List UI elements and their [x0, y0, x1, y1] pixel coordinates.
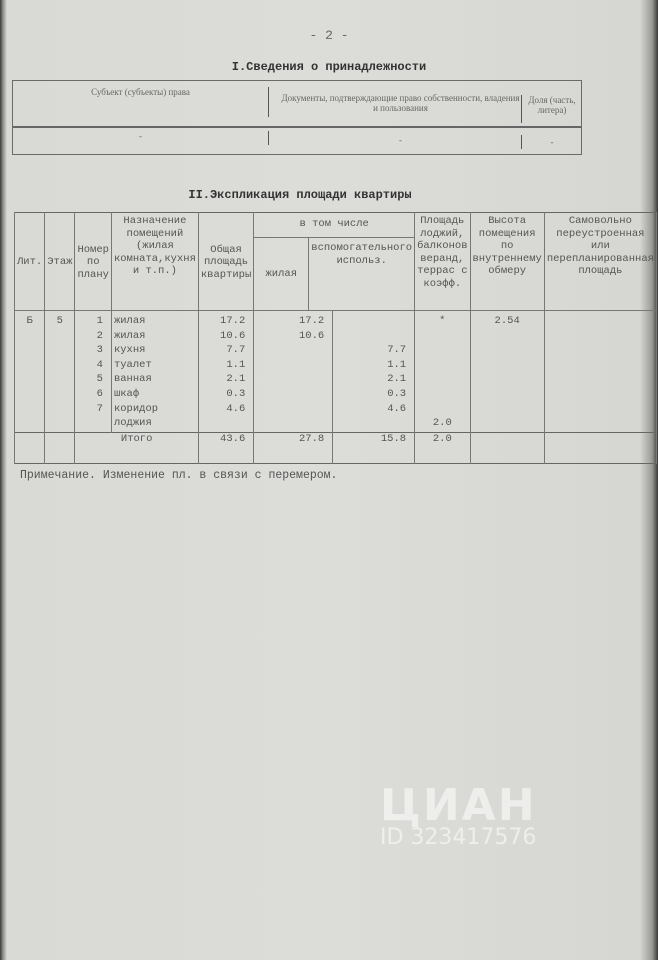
watermark-brand: ЦИАН	[380, 780, 537, 831]
header-lit: Лит.	[13, 212, 46, 311]
header-share: Доля (часть, литера)	[528, 95, 576, 115]
header-plan-no: Номер по плану	[74, 212, 112, 311]
lit-value: Б	[13, 310, 46, 433]
row-no: 7	[96, 402, 103, 415]
header-loggia: Площадь лоджий, балконов веранд, террас …	[414, 212, 471, 311]
row-aux	[335, 417, 406, 432]
row-height	[473, 403, 542, 418]
total-living: 27.8	[253, 431, 334, 464]
row-total: 10.6	[220, 329, 246, 342]
row-height	[473, 373, 542, 388]
row-no: 5	[96, 373, 103, 386]
row-name: ванная	[113, 373, 152, 386]
header-incl: в том числе	[254, 213, 415, 238]
floor-value: 5	[44, 310, 76, 433]
row-name: туалет	[113, 358, 152, 371]
row-height	[473, 388, 542, 403]
row-total: 0.3	[226, 387, 246, 400]
row-total: 4.6	[226, 402, 246, 415]
header-floor: Этаж	[44, 212, 76, 311]
section1-title: I.Сведения о принадлежности	[231, 60, 427, 74]
ownership-table: Субъект (субъекты) права Документы, подт…	[12, 80, 582, 155]
row-total: 7.7	[226, 344, 246, 357]
row-name: лоджия	[113, 417, 152, 430]
section2-title: II.Экспликация площади квартиры	[188, 188, 412, 202]
row-loggia	[417, 344, 467, 359]
row-living	[256, 373, 324, 388]
row-height	[473, 359, 542, 374]
row-living	[256, 417, 324, 432]
row-loggia: *	[439, 315, 446, 327]
row-total	[201, 417, 245, 432]
row-height	[473, 330, 542, 345]
row-name: жилая	[113, 315, 146, 327]
row-aux: 2.1	[387, 373, 407, 386]
row-no: 4	[96, 358, 103, 371]
row-loggia	[417, 359, 467, 374]
row-total: 1.1	[226, 358, 246, 371]
row-loggia	[417, 388, 467, 403]
row-living: 10.6	[298, 329, 325, 342]
value-documents: -	[399, 135, 402, 145]
row-loggia: 2.0	[432, 417, 452, 430]
row-aux	[335, 330, 406, 345]
page-number: - 2 -	[309, 28, 349, 43]
row-living	[256, 359, 324, 374]
row-height: 2.54	[494, 315, 520, 327]
header-unauth: Самовольно переустроенная или перепланир…	[543, 212, 657, 311]
header-documents: Документы, подтверждающие право собствен…	[281, 93, 520, 113]
header-aux: вспомогательного использ.	[311, 242, 413, 267]
row-loggia	[417, 403, 467, 418]
row-no	[77, 417, 103, 432]
value-subject: -	[139, 131, 142, 141]
explication-table: Лит. Этаж Номер по плану Назначение поме…	[13, 212, 657, 464]
value-share: -	[550, 137, 554, 147]
row-no: 6	[96, 387, 103, 400]
total-loggia: 2.0	[414, 431, 471, 464]
row-aux: 7.7	[387, 344, 407, 357]
header-height: Высота помещения по внутреннему обмеру	[469, 212, 545, 311]
row-height	[473, 344, 542, 359]
row-loggia	[417, 373, 467, 388]
total-aux: 15.8	[332, 431, 416, 464]
row-total: 2.1	[226, 373, 246, 386]
header-living: жилая	[254, 238, 310, 310]
row-loggia	[417, 330, 467, 345]
row-no: 1	[96, 315, 103, 327]
row-height	[473, 417, 542, 432]
row-living	[256, 403, 324, 418]
row-total: 17.2	[220, 315, 246, 327]
row-living	[256, 344, 324, 359]
watermark-id: ID 323417576	[380, 825, 537, 850]
row-name: жилая	[113, 329, 146, 342]
header-total: Общая площадь квартиры	[197, 212, 255, 311]
total-label: Итого	[74, 431, 199, 464]
note: Примечание. Изменение пл. в связи с пере…	[20, 469, 338, 482]
row-aux: 4.6	[387, 402, 407, 415]
row-living	[256, 388, 324, 403]
row-aux	[335, 315, 406, 330]
row-living: 17.2	[298, 315, 325, 327]
row-name: коридор	[113, 402, 159, 415]
row-name: шкаф	[113, 387, 140, 400]
header-subject: Субъект (субъекты) права	[91, 87, 190, 97]
header-purpose: Назначение помещений (жилая комната,кухн…	[110, 212, 199, 311]
row-aux: 0.3	[387, 387, 407, 400]
total-area: 43.6	[197, 431, 255, 464]
row-no: 2	[96, 329, 103, 342]
row-no: 3	[96, 344, 103, 357]
row-aux: 1.1	[387, 358, 407, 371]
row-name: кухня	[113, 344, 146, 357]
watermark: ЦИАН ID 323417576	[380, 780, 537, 850]
